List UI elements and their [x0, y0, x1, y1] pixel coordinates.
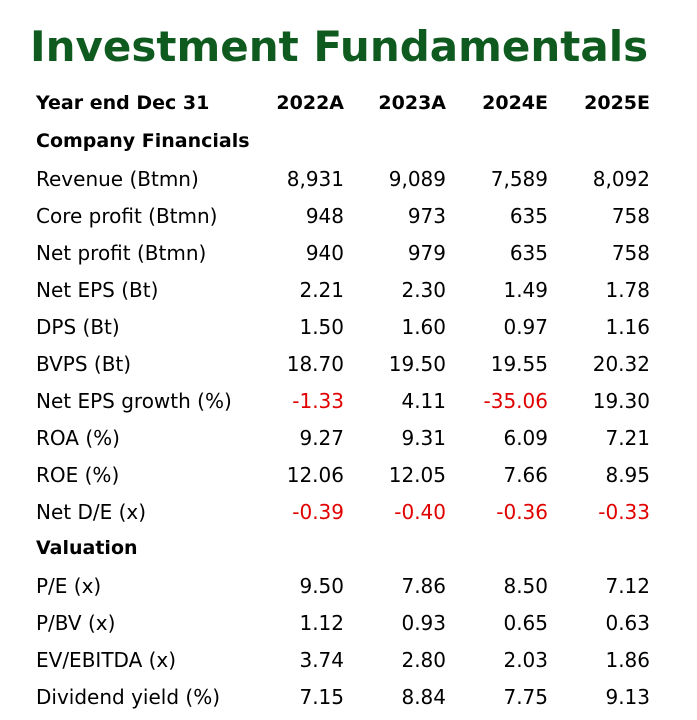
row-value: 2.80: [401, 648, 446, 672]
row-value: 1.78: [605, 278, 650, 302]
row-label: BVPS (Bt): [36, 352, 132, 376]
header-year: 2023A: [378, 92, 446, 114]
row-value: 1.60: [401, 315, 446, 339]
row-value: -0.33: [598, 500, 650, 524]
header-year: 2025E: [584, 92, 650, 114]
row-value: 1.86: [605, 648, 650, 672]
table-row: Net profit (Btmn) 940 979 635 758: [0, 241, 697, 271]
section-header: Company Financials: [0, 130, 697, 160]
row-value: 12.06: [286, 463, 344, 487]
row-value: 9.31: [401, 426, 446, 450]
row-value: 1.12: [299, 611, 344, 635]
row-label: Net EPS growth (%): [36, 389, 232, 413]
row-value: 940: [305, 241, 344, 265]
row-value: 1.16: [605, 315, 650, 339]
row-value: 1.49: [503, 278, 548, 302]
section-title: Valuation: [36, 537, 138, 559]
table-row: Core profit (Btmn) 948 973 635 758: [0, 204, 697, 234]
row-value: 758: [611, 241, 650, 265]
row-label: Revenue (Btmn): [36, 167, 199, 191]
row-value: 7.66: [503, 463, 548, 487]
row-label: Net D/E (x): [36, 500, 147, 524]
table-row: Revenue (Btmn) 8,931 9,089 7,589 8,092: [0, 167, 697, 197]
row-value: 19.50: [388, 352, 446, 376]
table-row: Net EPS growth (%) -1.33 4.11 -35.06 19.30: [0, 389, 697, 419]
row-value: 12.05: [388, 463, 446, 487]
table-row: DPS (Bt) 1.50 1.60 0.97 1.16: [0, 315, 697, 345]
row-value: 0.97: [503, 315, 548, 339]
row-label: ROE (%): [36, 463, 120, 487]
row-label: Net profit (Btmn): [36, 241, 207, 265]
row-value: 9.50: [299, 574, 344, 598]
table-row: ROE (%) 12.06 12.05 7.66 8.95: [0, 463, 697, 493]
row-label: Net EPS (Bt): [36, 278, 159, 302]
row-value: -0.39: [292, 500, 344, 524]
row-value: 3.74: [299, 648, 344, 672]
table-header-row: Year end Dec 31 2022A 2023A 2024E 2025E: [0, 92, 697, 122]
row-value: 7.15: [299, 685, 344, 709]
row-value: 8.95: [605, 463, 650, 487]
row-value: 4.11: [401, 389, 446, 413]
row-value: 9.27: [299, 426, 344, 450]
row-value: 7,589: [490, 167, 548, 191]
table-row: Net EPS (Bt) 2.21 2.30 1.49 1.78: [0, 278, 697, 308]
header-label: Year end Dec 31: [36, 92, 210, 114]
table-row: BVPS (Bt) 18.70 19.50 19.55 20.32: [0, 352, 697, 382]
row-label: ROA (%): [36, 426, 120, 450]
row-value: 1.50: [299, 315, 344, 339]
row-value: 19.30: [592, 389, 650, 413]
row-value: 973: [407, 204, 446, 228]
header-year: 2022A: [276, 92, 344, 114]
table-row: Net D/E (x) -0.39 -0.40 -0.36 -0.33: [0, 500, 697, 530]
row-label: DPS (Bt): [36, 315, 120, 339]
table-row: P/BV (x) 1.12 0.93 0.65 0.63: [0, 611, 697, 641]
row-value: -0.36: [496, 500, 548, 524]
row-label: Dividend yield (%): [36, 685, 220, 709]
row-value: 758: [611, 204, 650, 228]
row-value: 19.55: [490, 352, 548, 376]
header-year: 2024E: [482, 92, 548, 114]
row-value: 9,089: [388, 167, 446, 191]
row-label: P/E (x): [36, 574, 102, 598]
row-value: 7.86: [401, 574, 446, 598]
row-value: 0.93: [401, 611, 446, 635]
row-value: 948: [305, 204, 344, 228]
row-value: 20.32: [592, 352, 650, 376]
row-value: 8.84: [401, 685, 446, 709]
row-value: 8,931: [286, 167, 344, 191]
row-value: 979: [407, 241, 446, 265]
row-value: 9.13: [605, 685, 650, 709]
row-value: 7.75: [503, 685, 548, 709]
row-label: Core profit (Btmn): [36, 204, 218, 228]
table-row: P/E (x) 9.50 7.86 8.50 7.12: [0, 574, 697, 604]
row-value: 8,092: [592, 167, 650, 191]
row-value: -1.33: [292, 389, 344, 413]
row-value: 18.70: [286, 352, 344, 376]
section-header: Valuation: [0, 537, 697, 567]
row-value: 6.09: [503, 426, 548, 450]
row-value: 635: [509, 241, 548, 265]
row-value: 0.65: [503, 611, 548, 635]
row-value: 2.03: [503, 648, 548, 672]
table-row: EV/EBITDA (x) 3.74 2.80 2.03 1.86: [0, 648, 697, 678]
table-row: Dividend yield (%) 7.15 8.84 7.75 9.13: [0, 685, 697, 715]
table-row: ROA (%) 9.27 9.31 6.09 7.21: [0, 426, 697, 456]
row-value: 8.50: [503, 574, 548, 598]
row-value: 2.30: [401, 278, 446, 302]
section-title: Company Financials: [36, 130, 250, 152]
row-value: 635: [509, 204, 548, 228]
row-value: -35.06: [483, 389, 548, 413]
row-value: 2.21: [299, 278, 344, 302]
page-title: Investment Fundamentals: [30, 22, 649, 71]
row-label: P/BV (x): [36, 611, 116, 635]
row-value: 7.12: [605, 574, 650, 598]
row-label: EV/EBITDA (x): [36, 648, 177, 672]
row-value: 7.21: [605, 426, 650, 450]
row-value: -0.40: [394, 500, 446, 524]
row-value: 0.63: [605, 611, 650, 635]
